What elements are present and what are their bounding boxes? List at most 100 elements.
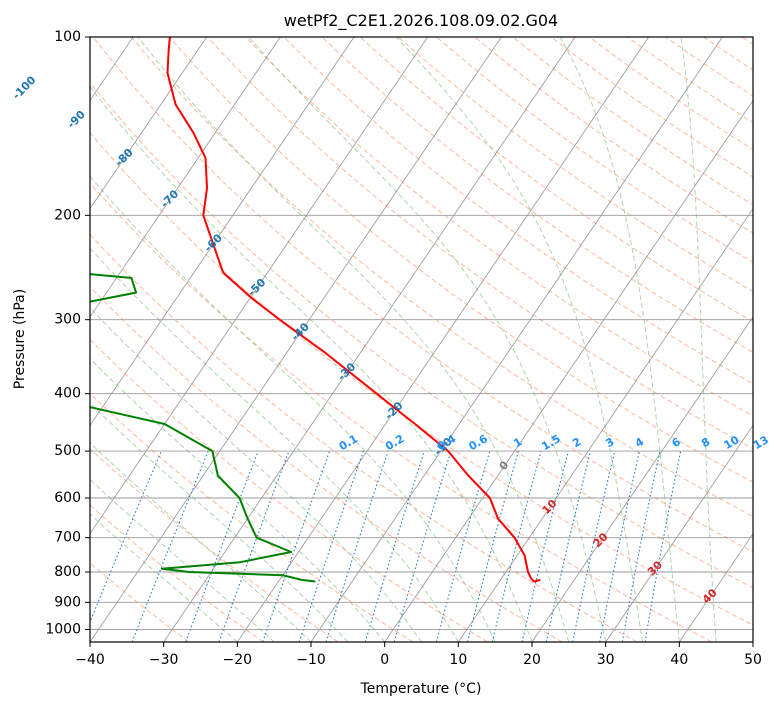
isotherm-line: [90, 37, 502, 642]
x-tick-label: 0: [380, 652, 389, 668]
y-tick-label: 900: [54, 594, 81, 610]
series-layer: [90, 37, 541, 583]
isotherm-line: [90, 37, 355, 427]
isotherm-line: [163, 37, 576, 642]
dry-adiabat-line: [321, 37, 753, 354]
mixing-ratio-line: [435, 450, 491, 642]
dry-adiabat-line: [169, 37, 753, 483]
isotherm-label: -60: [202, 231, 225, 254]
y-tick-label: 800: [54, 564, 81, 580]
dry-adiabat-line: [90, 131, 753, 626]
isotherm-label: -90: [65, 108, 88, 131]
dry-adiabat-line: [703, 37, 753, 71]
mixing-ratio-label: 2: [570, 435, 583, 450]
moist-adiabat-line: [90, 402, 349, 642]
y-tick-label: 700: [54, 530, 81, 546]
isotherm-label: -80: [113, 146, 136, 169]
isotherm-label: 20: [591, 530, 611, 550]
isotherm-line: [678, 532, 753, 642]
dry-adiabat-line: [474, 37, 753, 234]
isotherm-label: 0: [497, 458, 512, 473]
y-tick-label: 1000: [45, 621, 81, 637]
dry-adiabat-line: [90, 81, 753, 589]
isotherm-label: -70: [158, 187, 181, 210]
mixing-ratio-line: [90, 450, 162, 624]
mixing-ratio-label: 0.4: [435, 432, 459, 453]
x-tick-label: 20: [523, 652, 541, 668]
dry-adiabat-line: [741, 37, 753, 45]
mixing-ratio-line: [621, 450, 661, 642]
dry-adiabat-line: [436, 37, 753, 263]
moist-adiabat-line: [90, 478, 275, 642]
isotherm-line: [90, 37, 281, 318]
mixing-ratio-label: 3: [603, 435, 616, 450]
chart-title: wetPf2_C2E1.2026.108.09.02.G04: [284, 11, 558, 31]
dewpoint-profile-line: [90, 273, 316, 583]
moist-adiabat-line: [90, 247, 459, 642]
dry-adiabat-line: [90, 285, 563, 642]
isotherm-line: [310, 37, 723, 642]
dry-adiabat-line: [92, 37, 753, 553]
x-tick-label: −20: [223, 652, 253, 668]
dry-adiabat-line: [90, 448, 339, 642]
mixing-ratio-line: [364, 450, 425, 642]
isotherm-line: [0, 37, 59, 642]
y-axis-label: Pressure (hPa): [12, 289, 28, 389]
mixing-ratio-line: [644, 450, 682, 642]
isotherm-label: -100: [10, 73, 39, 102]
mixing-ratio-line: [599, 450, 640, 642]
mixing-ratio-line: [325, 450, 389, 642]
x-tick-label: −10: [296, 652, 326, 668]
isotherm-label: 10: [540, 497, 560, 517]
x-tick-label: −30: [149, 652, 179, 668]
y-tick-label: 600: [54, 490, 81, 506]
moist-adiabat-line: [90, 307, 422, 642]
dry-adiabat-line: [245, 37, 753, 417]
moist-adiabat-line: [90, 85, 533, 642]
temperature-profile-line: [166, 37, 541, 583]
dry-adiabat-line: [90, 562, 190, 642]
plot-frame: [89, 36, 754, 643]
moist-adiabat-line: [90, 357, 386, 642]
dry-adiabat-line: [665, 37, 753, 97]
dry-adiabat-line: [90, 392, 414, 642]
mixing-ratio-line: [218, 450, 290, 642]
isotherm-line: [531, 316, 753, 642]
mixing-ratio-line: [393, 450, 452, 642]
x-tick-label: 10: [449, 652, 467, 668]
mixing-ratio-line: [298, 450, 364, 642]
x-axis-label: Temperature (°C): [360, 681, 482, 697]
isotherm-line: [90, 37, 208, 210]
isotherm-line: [384, 99, 753, 642]
x-tick-label: 40: [670, 652, 688, 668]
mixing-ratio-label: 1: [511, 435, 524, 450]
dry-adiabat-line: [90, 338, 488, 642]
dry-adiabat-line: [90, 233, 638, 642]
isotherm-line: [236, 37, 650, 642]
isotherm-line: [752, 641, 753, 642]
isotherm-label: 30: [645, 558, 665, 578]
mixing-ratio-label: 16: [773, 433, 775, 452]
dry-adiabat-line: [283, 37, 753, 385]
mixing-ratio-line: [131, 450, 209, 642]
dry-adiabat-line: [207, 37, 753, 450]
mixing-ratio-line: [521, 450, 569, 642]
mixing-ratio-line: [262, 450, 331, 642]
isotherm-label: 40: [700, 586, 720, 606]
moist-adiabat-line: [137, 37, 570, 642]
tick-layer: −40 −30 −20 −10 0 10 20 30 40 5010020030040050060…: [45, 29, 762, 668]
label-layer: -100-90-80-70-60-50-40-30-20-10010203040…: [10, 73, 775, 606]
dry-adiabat-line: [90, 182, 712, 642]
mixing-ratio-label: 0.2: [383, 432, 406, 453]
moist-adiabat-line: [680, 37, 717, 642]
mixing-ratio-line: [491, 450, 542, 642]
isotherm-line: [457, 207, 753, 642]
dry-adiabat-line: [512, 37, 753, 206]
dry-adiabat-line: [359, 37, 753, 323]
y-tick-label: 300: [54, 312, 81, 328]
x-tick-label: 30: [597, 652, 615, 668]
y-tick-label: 100: [54, 29, 81, 45]
moist-adiabat-line: [559, 37, 680, 642]
moist-adiabat-line: [90, 513, 238, 642]
